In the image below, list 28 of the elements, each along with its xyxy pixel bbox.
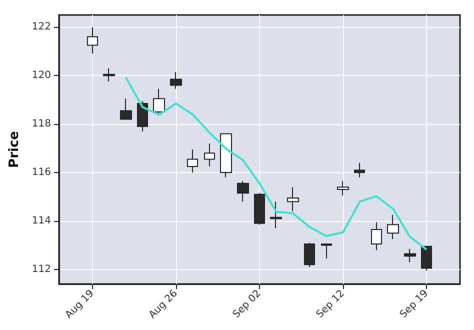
candlestick [270,201,282,229]
y-tick-label: 114 [32,215,51,226]
candlestick [153,88,165,114]
y-tick-label: 120 [32,70,51,82]
y-tick-label: 112 [32,264,51,275]
y-tick-label: 116 [32,167,51,178]
line-series [124,76,428,251]
x-tick-label: Aug 19 [64,288,96,321]
x-tick-label: Aug 26 [147,288,180,321]
candlestick [321,244,332,260]
y-tick-label: 118 [32,118,51,130]
candlestick [354,162,365,178]
candlestick [170,71,182,90]
y-tick-label: 122 [32,22,51,33]
candlestick [103,68,115,82]
x-tick-label: Sep 12 [314,288,347,320]
candlestick [404,248,416,263]
candlestick [120,98,132,120]
x-tick-label: Sep 19 [398,288,430,320]
candlestick [237,180,249,202]
x-tick-label: Sep 02 [231,288,264,320]
candlestick [421,246,432,272]
candlestick [137,100,148,132]
candlestick [204,142,215,167]
y-axis-title: Price [7,130,22,168]
candlestick [304,242,315,268]
candlestick [254,192,265,226]
candlestick [287,186,299,212]
